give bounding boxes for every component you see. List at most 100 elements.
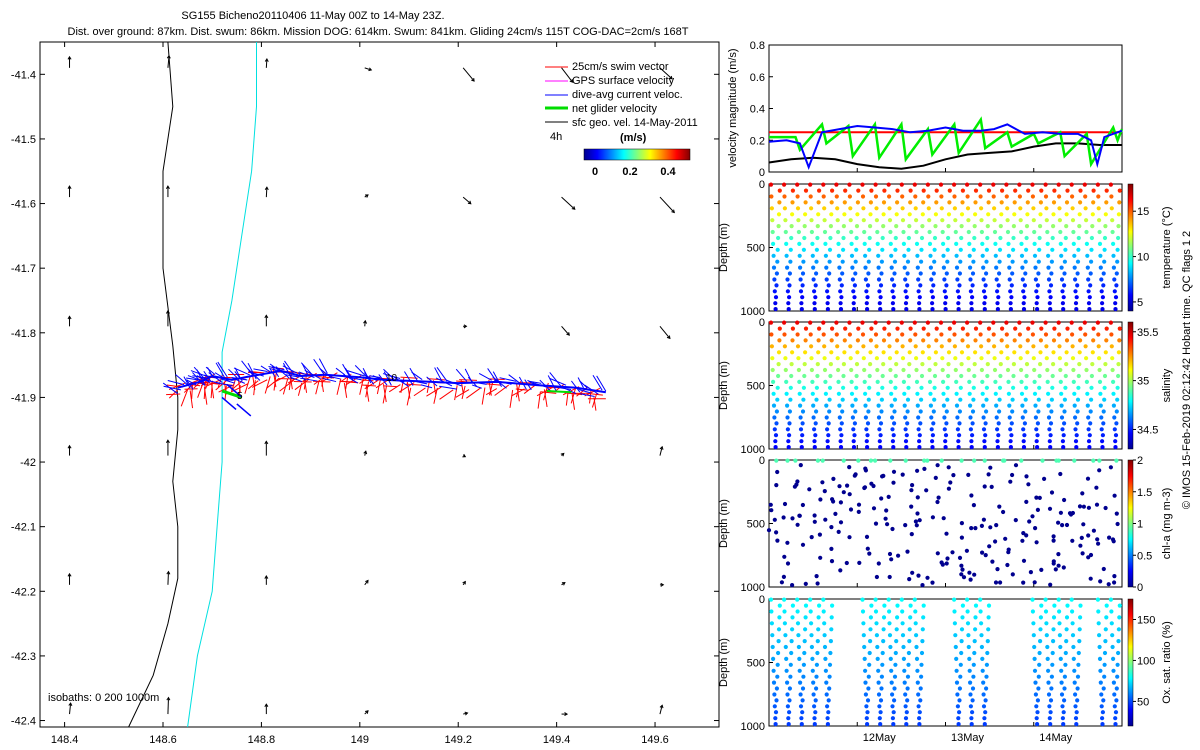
section-point xyxy=(891,307,896,312)
section-point xyxy=(994,415,999,420)
section-point xyxy=(918,283,923,288)
section-point xyxy=(847,535,852,540)
section-point xyxy=(827,385,833,390)
section-point xyxy=(1072,265,1077,270)
section-point xyxy=(1032,580,1037,585)
section-point xyxy=(874,344,879,349)
section-point xyxy=(970,409,976,414)
section-point xyxy=(1116,627,1121,632)
section-point xyxy=(829,546,834,552)
section-point xyxy=(929,415,934,420)
section-point xyxy=(1100,307,1105,312)
section-point xyxy=(1070,621,1075,626)
track-map: 148.4 148.6 148.8 149 149.2 149.4 149.6-41.4-4… xyxy=(11,41,720,746)
section-point xyxy=(1073,427,1078,432)
swim-vector xyxy=(486,383,501,386)
dac-vector xyxy=(234,367,241,378)
section-point xyxy=(1115,259,1120,264)
sfc-vector xyxy=(69,703,72,715)
section-point xyxy=(1116,350,1121,355)
section-point xyxy=(1111,241,1116,246)
velocity-ylabel: velocity magnitude (m/s) xyxy=(727,48,739,167)
section-point xyxy=(776,639,781,644)
section-point xyxy=(1101,283,1106,288)
section-point xyxy=(959,362,964,367)
dac-vector xyxy=(226,383,242,398)
section-point xyxy=(876,391,881,396)
section-point xyxy=(934,188,939,193)
section-point xyxy=(777,603,782,608)
section-point xyxy=(1088,576,1093,581)
section-point xyxy=(802,362,807,367)
legend-4h: 4h xyxy=(550,131,562,143)
section-point xyxy=(926,344,931,349)
map-ytick-label: -42.4 xyxy=(11,716,36,728)
section-point xyxy=(993,539,998,544)
section-point xyxy=(920,212,925,217)
section-point xyxy=(803,212,808,217)
section-point xyxy=(1051,212,1056,217)
section-point xyxy=(797,513,802,518)
section-point xyxy=(908,603,913,608)
section-point xyxy=(1100,295,1105,300)
section-point xyxy=(979,206,984,211)
section-point xyxy=(834,194,839,199)
section-point xyxy=(837,403,842,408)
section-point xyxy=(1025,200,1030,205)
section-point xyxy=(995,307,1001,312)
section-point xyxy=(901,229,906,235)
section-point xyxy=(1056,563,1061,568)
section-point xyxy=(829,212,834,217)
section-point xyxy=(769,194,774,199)
section-point xyxy=(917,518,922,523)
section-point xyxy=(868,639,873,644)
section-point xyxy=(955,692,960,697)
section-point xyxy=(784,253,789,258)
section-point xyxy=(881,362,886,367)
section-point xyxy=(1101,409,1106,414)
section-point xyxy=(770,644,775,650)
section-point xyxy=(903,277,908,282)
section-point xyxy=(942,289,947,294)
section-point xyxy=(1019,458,1024,463)
dac-vector xyxy=(549,372,562,387)
section-point xyxy=(997,271,1002,276)
section-point xyxy=(1090,224,1095,229)
section-point xyxy=(842,200,847,205)
section-point xyxy=(973,526,978,531)
section-point xyxy=(788,397,793,402)
section-point xyxy=(1019,253,1025,258)
section-point xyxy=(820,458,825,463)
section-point xyxy=(825,704,830,709)
section-point xyxy=(841,235,846,241)
section-point xyxy=(1096,609,1101,614)
section-point xyxy=(865,722,870,727)
section-point xyxy=(1111,265,1116,270)
section-point xyxy=(1030,609,1035,614)
section-point xyxy=(945,259,950,264)
section-point xyxy=(1009,283,1014,288)
section-point xyxy=(822,344,827,349)
section-point xyxy=(1059,403,1064,408)
section-point xyxy=(798,463,803,468)
section-point xyxy=(813,698,818,703)
section-point xyxy=(973,200,978,205)
section-point xyxy=(857,560,862,566)
section-point xyxy=(924,488,929,493)
section-point xyxy=(1032,644,1037,650)
section-point xyxy=(803,200,808,205)
colorbar-label: temperature (°C) xyxy=(1161,206,1173,288)
section-point xyxy=(1073,716,1079,721)
section-point xyxy=(956,722,961,727)
section-point xyxy=(969,445,974,450)
section-point xyxy=(888,644,893,650)
dac-vector xyxy=(577,377,584,389)
section-point xyxy=(959,235,964,241)
section-point xyxy=(783,367,788,373)
section-point xyxy=(927,379,933,384)
section-point xyxy=(954,379,959,384)
section-point xyxy=(888,458,893,463)
section-point xyxy=(892,686,897,691)
section-point xyxy=(866,259,871,264)
section-point xyxy=(881,212,886,217)
